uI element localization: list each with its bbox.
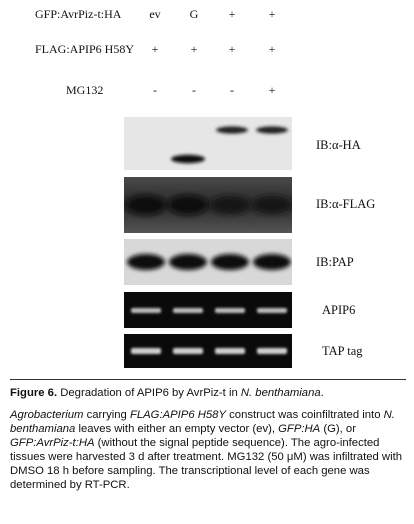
figure-caption: Figure 6. Degradation of APIP6 by AvrPiz… (10, 379, 406, 492)
row2-lane1-value: + (151, 42, 159, 56)
gel-apip6-band-lane1 (131, 308, 161, 313)
caption-seg-2: FLAG:APIP6 H58Y (129, 409, 227, 421)
row-label-mg132: MG132 (66, 83, 104, 97)
row3-lane4-value: + (268, 83, 276, 97)
gel-tap-band-lane1 (131, 348, 161, 354)
gel-apip6-bands (131, 308, 287, 313)
blot-flag-band-lane4 (252, 196, 292, 214)
caption-seg-5: leaves with either an empty vector (ev), (75, 423, 279, 435)
panel-label-apip6: APIP6 (322, 303, 356, 317)
row2-lane2-value: + (190, 42, 198, 56)
blot-pap-band-lane3 (211, 254, 249, 270)
panel-label-ib-flag: IB:α-FLAG (316, 197, 376, 211)
panel-label-ib-ha: IB:α-HA (316, 138, 361, 152)
blot-flag-band-lane3 (210, 196, 250, 214)
caption-seg-7: (G), or (320, 423, 356, 435)
gel-tap-band-lane4 (257, 348, 287, 354)
row-label-flag-apip6-h58y: FLAG:APIP6 H58Y (35, 42, 135, 56)
blot-panel-ib-pap (124, 239, 292, 285)
row2-lane4-value: + (268, 42, 276, 56)
blot-panel-ib-ha (124, 117, 292, 170)
row3-lane1-value: - (153, 83, 157, 97)
panel-label-ib-pap: IB:PAP (316, 255, 354, 269)
caption-figure-number: Figure 6. (10, 387, 58, 399)
blot-ha-band-lane3 (216, 126, 248, 134)
row2-lane3-value: + (228, 42, 236, 56)
blot-flag-band-lane2 (168, 195, 208, 215)
caption-title-species: N. benthamiana (240, 387, 321, 399)
row1-lane2-value: G (189, 7, 199, 21)
gel-panel-tap-tag (124, 334, 292, 368)
gel-panel-apip6 (124, 292, 292, 328)
row3-lane2-value: - (192, 83, 196, 97)
row1-lane4-value: + (268, 7, 276, 21)
blot-pap-bands (127, 254, 291, 270)
blot-pap-band-lane2 (169, 254, 207, 270)
panel-label-tap-tag: TAP tag (322, 344, 363, 358)
blot-ha-bands (171, 126, 288, 164)
row3-lane3-value: - (230, 83, 234, 97)
blot-ha-band-lane4 (256, 126, 288, 134)
blot-pap-band-lane4 (253, 254, 291, 270)
blot-pap-band-lane1 (127, 254, 165, 270)
caption-seg-1: carrying (83, 409, 130, 421)
caption-body: Agrobacterium carrying FLAG:APIP6 H58Y c… (10, 408, 406, 492)
caption-seg-0: Agrobacterium (10, 409, 84, 421)
caption-seg-3: construct was coinfiltrated into (226, 409, 384, 421)
blot-flag-band-lane1 (126, 195, 166, 215)
row1-lane1-value: ev (149, 7, 161, 21)
gel-tap-bands (131, 348, 287, 354)
row1-lane3-value: + (228, 7, 236, 21)
caption-seg-6: GFP:HA (278, 423, 321, 435)
blot-ha-band-lane2 (171, 154, 205, 164)
blot-panel-ib-flag (124, 177, 292, 233)
row-label-gfp-avrpiz-t-ha: GFP:AvrPiz-t:HA (35, 7, 122, 21)
caption-seg-9: (without the signal peptide sequence). T… (10, 437, 403, 491)
caption-title-end: . (320, 387, 324, 399)
caption-seg-8: GFP:AvrPiz-t:HA (10, 437, 95, 449)
gel-apip6-band-lane2 (173, 308, 203, 313)
caption-title-text: Degradation of APIP6 by AvrPiz-t in (57, 387, 241, 399)
gel-apip6-band-lane3 (215, 308, 245, 313)
gel-tap-band-lane3 (215, 348, 245, 354)
blot-flag-bands (126, 195, 292, 215)
gel-apip6-band-lane4 (257, 308, 287, 313)
caption-title: Figure 6. Degradation of APIP6 by AvrPiz… (10, 386, 406, 400)
gel-tap-band-lane2 (173, 348, 203, 354)
caption-seg-4: N. benthamiana (10, 409, 395, 435)
